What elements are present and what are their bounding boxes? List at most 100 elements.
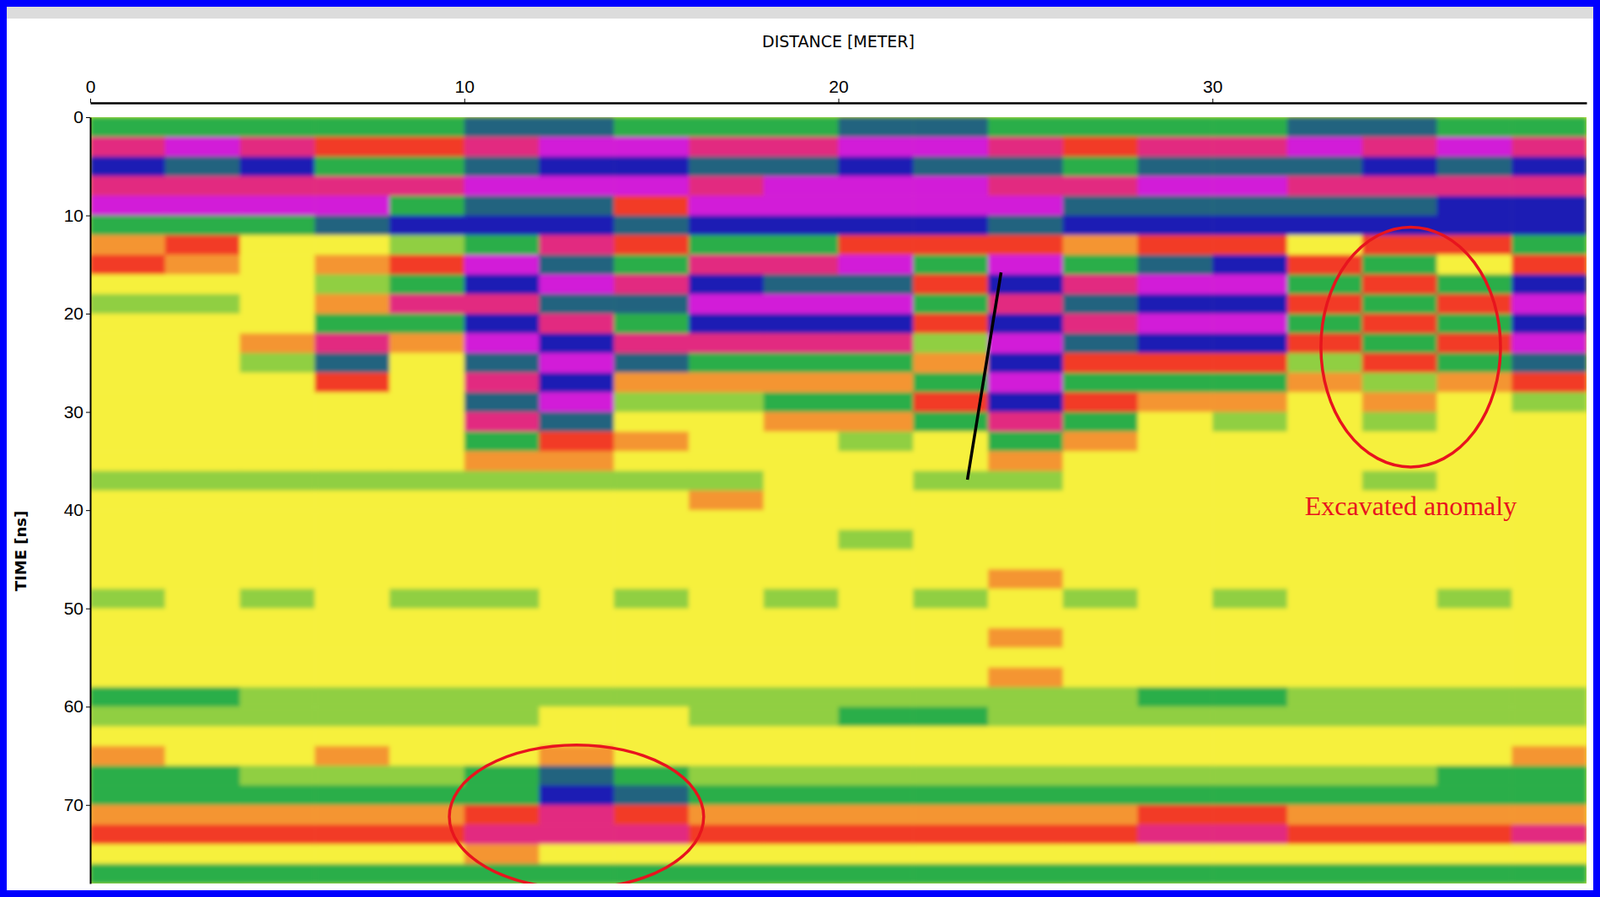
y-tick-mark — [85, 313, 91, 315]
cell — [314, 824, 390, 845]
cell — [240, 353, 316, 374]
cell — [987, 667, 1064, 688]
cell — [314, 746, 390, 767]
cell — [838, 588, 914, 609]
cell — [1287, 215, 1363, 237]
cell — [838, 864, 914, 884]
cell — [987, 687, 1064, 708]
cell — [1063, 765, 1139, 786]
cell — [1138, 391, 1214, 413]
cell — [1362, 471, 1438, 492]
cell — [314, 136, 390, 157]
cell — [912, 391, 988, 413]
cell — [90, 254, 166, 275]
cell — [688, 431, 764, 452]
cell — [1063, 353, 1139, 374]
cell — [1212, 117, 1288, 138]
cell — [1212, 273, 1288, 295]
cell — [389, 273, 465, 295]
cell — [613, 549, 689, 570]
cell — [1511, 784, 1587, 806]
cell — [539, 176, 615, 197]
cell — [389, 136, 465, 157]
cell — [912, 549, 988, 570]
cell — [1287, 765, 1363, 786]
cell — [1362, 824, 1438, 845]
x-tick: 0 — [85, 76, 97, 103]
cell — [1437, 824, 1513, 845]
cell — [1511, 549, 1587, 570]
cell — [1212, 490, 1288, 511]
cell — [763, 332, 839, 354]
cell — [165, 843, 241, 865]
cell — [1063, 412, 1139, 433]
cell — [1511, 235, 1587, 256]
cell — [240, 431, 316, 452]
frame — [3, 3, 1597, 894]
cell — [912, 471, 988, 492]
cell — [389, 332, 465, 354]
cell — [464, 647, 540, 668]
cell — [165, 510, 241, 531]
cell — [688, 864, 764, 884]
cell — [1362, 667, 1438, 688]
cell — [838, 273, 914, 295]
cell — [613, 706, 689, 727]
cell — [688, 647, 764, 668]
cell — [90, 687, 166, 708]
cell — [389, 726, 465, 747]
cell — [763, 746, 839, 767]
cell — [389, 235, 465, 256]
cell — [1511, 628, 1587, 649]
cell — [389, 176, 465, 197]
cell — [1511, 843, 1587, 865]
cell — [314, 353, 390, 374]
cell — [1212, 647, 1288, 668]
cell — [90, 608, 166, 629]
cell — [838, 372, 914, 393]
cell — [539, 805, 615, 826]
cell — [464, 391, 540, 413]
cell — [165, 431, 241, 452]
cell — [987, 569, 1064, 590]
cell — [1138, 805, 1214, 826]
cell — [688, 588, 764, 609]
cell — [314, 628, 390, 649]
cell — [912, 569, 988, 590]
cell — [1511, 294, 1587, 315]
cell — [912, 294, 988, 315]
cell — [539, 117, 615, 138]
cell — [688, 176, 764, 197]
cell — [688, 746, 764, 767]
cell — [763, 294, 839, 315]
cell — [389, 765, 465, 786]
cell — [1511, 195, 1587, 216]
cell — [1437, 156, 1513, 178]
cell — [688, 451, 764, 472]
cell — [389, 647, 465, 668]
cell — [912, 864, 988, 884]
cell — [688, 687, 764, 708]
cell — [912, 332, 988, 354]
cell — [1511, 687, 1587, 708]
cell — [987, 784, 1064, 806]
cell — [1287, 235, 1363, 256]
cell — [389, 805, 465, 826]
cell — [987, 843, 1064, 865]
cell — [539, 647, 615, 668]
cell — [987, 235, 1064, 256]
cell — [165, 313, 241, 334]
cell — [1511, 765, 1587, 786]
cell — [1511, 647, 1587, 668]
cell — [613, 372, 689, 393]
cell — [314, 706, 390, 727]
cell — [314, 156, 390, 178]
cell — [613, 784, 689, 806]
cell — [688, 569, 764, 590]
cell — [1287, 391, 1363, 413]
cell — [240, 490, 316, 511]
cell — [1287, 195, 1363, 216]
cell — [912, 235, 988, 256]
cell — [539, 588, 615, 609]
cell — [838, 647, 914, 668]
